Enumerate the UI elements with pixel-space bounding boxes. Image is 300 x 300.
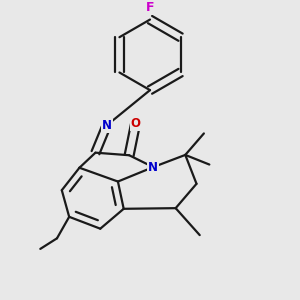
Text: N: N: [148, 160, 158, 174]
Text: N: N: [102, 119, 112, 132]
Text: O: O: [130, 117, 141, 130]
Text: F: F: [146, 1, 154, 14]
